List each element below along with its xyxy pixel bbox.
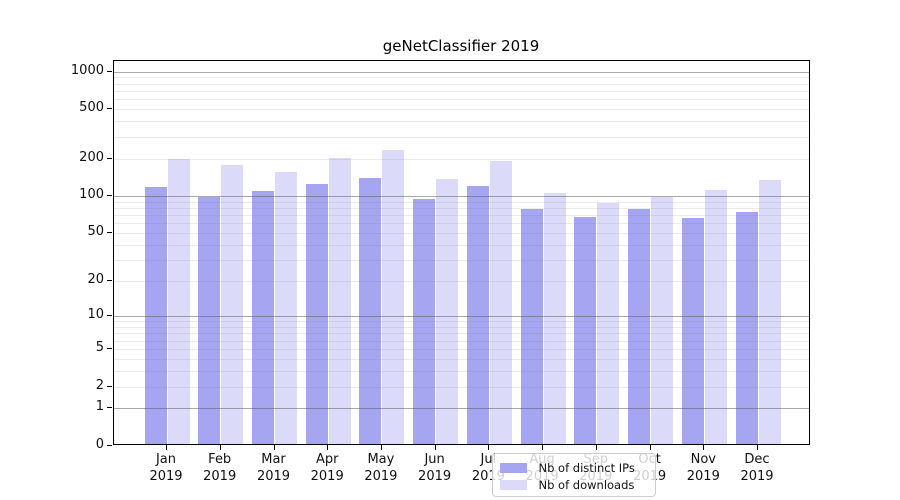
x-tick-mark [219, 445, 221, 450]
bar-distinct-ips-aug [520, 209, 543, 444]
x-tick-mark [380, 445, 382, 450]
bar-distinct-ips-jul [466, 185, 489, 444]
x-tick-label-apr: Apr 2019 [310, 452, 344, 484]
bar-distinct-ips-jun [413, 198, 436, 444]
x-tick-label-may: May 2019 [364, 452, 398, 484]
x-tick-label-feb: Feb 2019 [203, 452, 237, 484]
bar-downloads-nov [704, 189, 727, 444]
y-tick-mark [107, 315, 112, 316]
plot-area: Nb of distinct IPs Nb of downloads [112, 60, 810, 497]
bar-downloads-feb [221, 164, 244, 444]
bar-distinct-ips-mar [252, 191, 274, 444]
y-tick-label: 5 [95, 339, 104, 355]
x-tick-mark [649, 445, 651, 450]
bar-downloads-dec [758, 179, 781, 444]
bar-distinct-ips-jan [144, 187, 167, 444]
y-tick-label: 1000 [70, 62, 104, 78]
x-tick-label-nov: Nov 2019 [686, 452, 720, 484]
y-tick-mark [107, 280, 112, 281]
x-tick-mark [327, 445, 329, 450]
y-tick-mark [107, 231, 112, 233]
x-tick-label-mar: Mar 2019 [256, 452, 291, 484]
x-tick-mark [488, 445, 490, 450]
bar-downloads-aug [543, 192, 566, 444]
y-tick-label: 500 [79, 100, 104, 116]
x-tick-mark [434, 445, 436, 450]
x-tick-mark [273, 445, 275, 450]
x-tick-mark [595, 445, 597, 450]
legend-row-distinct-ips: Nb of distinct IPs [499, 459, 655, 476]
y-tick-mark [107, 347, 112, 349]
bar-distinct-ips-feb [198, 196, 221, 444]
y-tick-label: 0 [95, 437, 104, 452]
legend-swatch-downloads [499, 479, 527, 490]
y-tick-mark [107, 70, 112, 72]
y-tick-mark [107, 385, 112, 387]
y-tick-label: 200 [79, 149, 104, 165]
y-tick-mark [107, 194, 112, 196]
y-tick-mark [107, 157, 112, 159]
bars-layer [114, 61, 810, 444]
bar-distinct-ips-nov [681, 217, 704, 444]
x-tick-mark [542, 445, 544, 450]
y-tick-label: 50 [87, 223, 104, 239]
x-tick-mark [166, 445, 167, 450]
bar-downloads-sep [597, 202, 620, 444]
x-tick-label-jun: Jun 2019 [418, 452, 452, 484]
bar-downloads-jan [167, 158, 190, 444]
y-tick-mark [107, 445, 112, 446]
legend: Nb of distinct IPs Nb of downloads [491, 453, 656, 497]
chart-title: geNetClassifier 2019 [382, 37, 540, 55]
bar-downloads-apr [328, 157, 351, 444]
bar-downloads-may [382, 150, 405, 444]
legend-row-downloads: Nb of downloads [499, 476, 655, 493]
x-tick-mark [757, 445, 758, 450]
bar-downloads-oct [651, 196, 674, 444]
y-tick-label: 2 [95, 377, 104, 393]
bar-distinct-ips-sep [574, 216, 597, 444]
bar-downloads-jun [436, 178, 459, 444]
y-tick-label: 10 [87, 307, 104, 322]
x-tick-label-dec: Dec 2019 [740, 452, 774, 484]
x-tick-label-jan: Jan 2019 [149, 452, 183, 484]
legend-label-downloads: Nb of downloads [538, 477, 635, 492]
legend-swatch-distinct-ips [499, 462, 527, 473]
y-tick-mark [107, 407, 112, 409]
bar-downloads-jul [489, 161, 512, 444]
y-tick-label: 20 [87, 272, 104, 287]
bar-distinct-ips-dec [735, 211, 758, 444]
bar-downloads-mar [275, 172, 297, 444]
x-tick-mark [703, 445, 705, 450]
y-tick-mark [107, 108, 112, 110]
y-tick-label: 100 [79, 186, 104, 202]
bar-distinct-ips-oct [628, 208, 651, 444]
bar-distinct-ips-apr [305, 184, 328, 444]
y-tick-label: 1 [95, 399, 104, 415]
bar-distinct-ips-may [359, 178, 382, 444]
legend-label-distinct-ips: Nb of distinct IPs [538, 460, 635, 475]
